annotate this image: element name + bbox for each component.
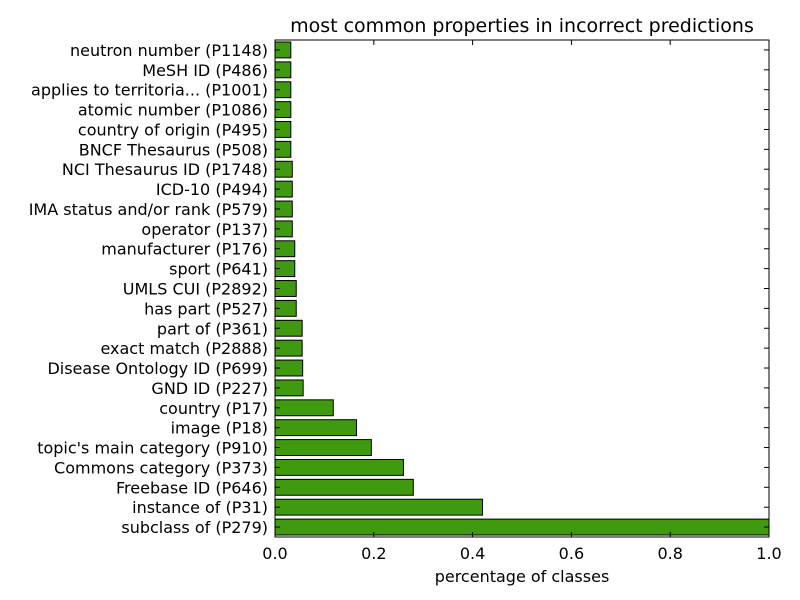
x-tick-label: 0.6: [559, 544, 584, 563]
plot-frame: [274, 39, 770, 538]
y-tick-label: applies to territoria... (P1001): [31, 81, 268, 100]
y-tick-label: country of origin (P495): [78, 120, 268, 139]
y-tick-label: exact match (P2888): [100, 339, 268, 358]
y-tick-label: manufacturer (P176): [101, 240, 268, 259]
y-tick-label: country (P17): [159, 399, 268, 418]
x-tick-label: 0.8: [657, 544, 682, 563]
y-tick-label: subclass of (P279): [121, 518, 268, 537]
y-tick-label: has part (P527): [144, 299, 268, 318]
x-tick-label: 1.0: [756, 544, 781, 563]
y-tick-label: UMLS CUI (P2892): [123, 280, 268, 299]
y-tick-label: IMA status and/or rank (P579): [29, 200, 268, 219]
bar: [274, 419, 358, 437]
bar: [274, 518, 770, 536]
y-tick-label: ICD-10 (P494): [156, 180, 268, 199]
x-ticks-group: 0.0 0.2 0.4 0.6 0.8 1.0: [262, 40, 782, 563]
y-tick-label: GND ID (P227): [151, 379, 268, 398]
y-tick-label: NCI Thesaurus ID (P1748): [62, 160, 268, 179]
y-tick-label: Disease Ontology ID (P699): [47, 359, 268, 378]
y-tick-label: sport (P641): [169, 260, 268, 279]
bar: [274, 399, 334, 417]
y-tick-label: topic's main category (P910): [37, 439, 268, 458]
y-tick-label: part of (P361): [157, 319, 268, 338]
y-tick-label: instance of (P31): [132, 498, 268, 517]
y-tick-label: image (P18): [171, 419, 268, 438]
y-tick-label: atomic number (P1086): [78, 101, 268, 120]
y-tick-label: neutron number (P1148): [70, 41, 268, 60]
bar: [274, 478, 414, 496]
y-tick-label: Commons category (P373): [54, 458, 268, 477]
bar: [274, 439, 372, 456]
bar: [274, 458, 404, 476]
chart-title: most common properties in incorrect pred…: [290, 15, 754, 37]
y-tick-label: operator (P137): [141, 220, 268, 239]
y-ticks-group: subclass of (P279)instance of (P31)Freeb…: [29, 41, 769, 537]
y-tick-label: MeSH ID (P486): [142, 61, 268, 80]
x-tick-label: 0.4: [460, 544, 485, 563]
bar: [274, 498, 483, 516]
bars-group: [274, 41, 770, 536]
y-tick-label: Freebase ID (P646): [116, 478, 268, 497]
y-tick-label: BNCF Thesaurus (P508): [79, 140, 268, 159]
x-tick-label: 0.2: [361, 544, 386, 563]
x-axis-label: percentage of classes: [435, 567, 610, 586]
x-tick-label: 0.0: [262, 544, 287, 563]
